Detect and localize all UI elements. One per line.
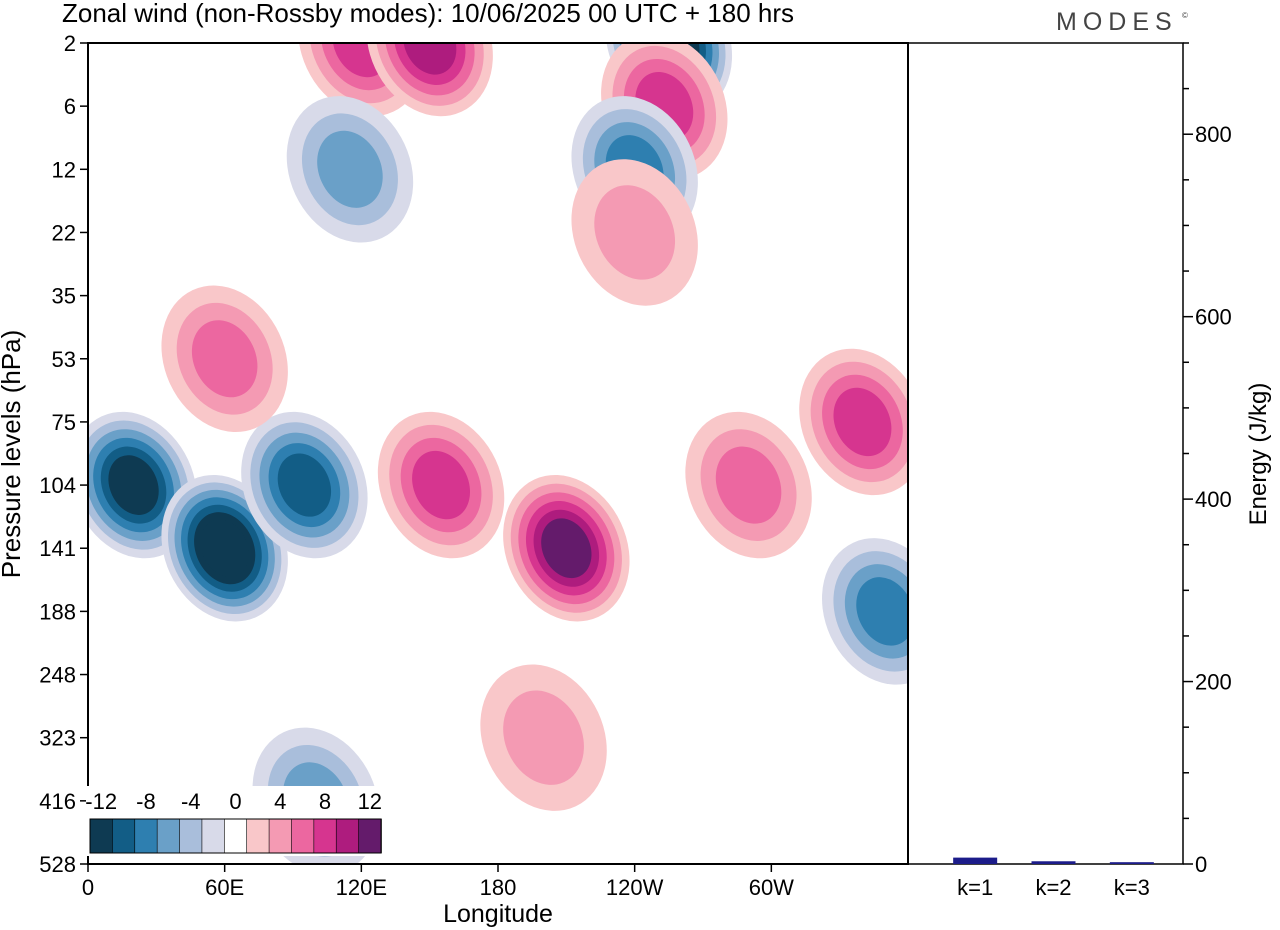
- y-axis: 2 6 12 22 35 53 75 104 141 188 248 323 416 528: [39, 31, 88, 877]
- energy-tick-label: 400: [1195, 487, 1232, 512]
- energy-bar: [1031, 861, 1076, 864]
- colorbar-swatch: [291, 818, 315, 854]
- wind-contour: [200, 519, 249, 577]
- energy-tick-label: 0: [1195, 852, 1207, 877]
- x-tick-label: 120W: [606, 875, 664, 900]
- y-tick-label: 416: [39, 789, 76, 814]
- colorbar-tick-label: 0: [229, 789, 241, 814]
- chart-title: Zonal wind (non-Rossby modes): 10/06/202…: [62, 0, 794, 28]
- y-tick-label: 2: [64, 31, 76, 56]
- energy-bar: [953, 857, 998, 864]
- colorbar-tick-label: -4: [181, 789, 201, 814]
- wind-contour: [412, 450, 471, 520]
- wind-contour: [833, 387, 892, 457]
- colorbar-frame: [89, 818, 382, 854]
- x-tick-label: 120E: [336, 875, 387, 900]
- wind-contour: [277, 453, 332, 517]
- y-tick-label: 528: [39, 852, 76, 877]
- energy-axis: 0 200 400 600 800: [1183, 42, 1232, 877]
- y-tick-label: 248: [39, 663, 76, 688]
- colorbar-swatch: [313, 818, 338, 854]
- colorbar-swatch: [112, 818, 136, 854]
- energy-bar: [1109, 862, 1154, 864]
- colorbar-tick-label: -12: [85, 789, 117, 814]
- colorbar: -12 -8 -4 0 4 8 12: [85, 786, 386, 856]
- energy-category-label: k=3: [1114, 875, 1150, 900]
- colorbar-swatch: [246, 818, 270, 854]
- x-tick-label: 0: [82, 875, 94, 900]
- energy-category-label: k=2: [1035, 875, 1071, 900]
- colorbar-swatch: [224, 818, 248, 854]
- colorbar-tick-label: -8: [136, 789, 156, 814]
- y-tick-label: 188: [39, 599, 76, 624]
- wind-contour: [317, 130, 383, 208]
- colorbar-tick-label: 12: [358, 789, 382, 814]
- colorbar-swatch: [268, 818, 293, 854]
- x-axis-title: Longitude: [443, 900, 553, 928]
- wind-contour: [594, 185, 676, 280]
- colorbar-swatch: [156, 818, 181, 854]
- wind-contour: [108, 455, 159, 515]
- colorbar-tick-label: 8: [319, 789, 331, 814]
- colorbar-tick-label: 4: [274, 789, 286, 814]
- colorbar-swatch: [335, 818, 360, 854]
- energy-tick-label: 200: [1195, 670, 1232, 695]
- y-tick-label: 12: [52, 157, 76, 182]
- colorbar-swatch: [134, 818, 158, 854]
- y-axis-title: Pressure levels (hPa): [0, 330, 26, 579]
- y-tick-label: 6: [64, 94, 76, 119]
- wind-contour: [191, 320, 258, 398]
- x-tick-label: 180: [480, 875, 517, 900]
- colorbar-swatch: [89, 818, 114, 854]
- x-tick-label: 60E: [205, 875, 244, 900]
- energy-tick-label: 800: [1195, 122, 1232, 147]
- y-tick-label: 104: [39, 473, 76, 498]
- modes-logo: MODES: [1056, 8, 1178, 36]
- energy-tick-label: 600: [1195, 305, 1232, 330]
- energy-panel: [907, 42, 1184, 865]
- x-axis: 0 60E 120E 180 120W 60W: [82, 864, 794, 900]
- wind-contour: [715, 446, 782, 524]
- x-tick-label: 60W: [749, 875, 794, 900]
- energy-bars: k=1 k=2 k=3: [953, 857, 1154, 900]
- y-tick-label: 22: [52, 220, 76, 245]
- wind-contour: [503, 690, 584, 785]
- wind-contour: [856, 577, 908, 646]
- heatmap-field: [88, 43, 908, 864]
- energy-category-label: k=1: [957, 875, 993, 900]
- colorbar-swatch: [201, 818, 226, 854]
- y-tick-label: 323: [39, 726, 76, 751]
- y-tick-label: 35: [52, 284, 76, 309]
- y-tick-label: 53: [52, 347, 76, 372]
- colorbar-swatch: [179, 818, 203, 854]
- colorbar-swatch: [358, 818, 382, 854]
- copyright-mark: ©: [1182, 11, 1188, 20]
- y-tick-label: 75: [52, 410, 76, 435]
- y-tick-label: 141: [39, 536, 76, 561]
- wind-contour: [541, 518, 592, 579]
- wind-contour: [402, 43, 457, 75]
- energy-axis-title: Energy (J/kg): [1245, 383, 1272, 526]
